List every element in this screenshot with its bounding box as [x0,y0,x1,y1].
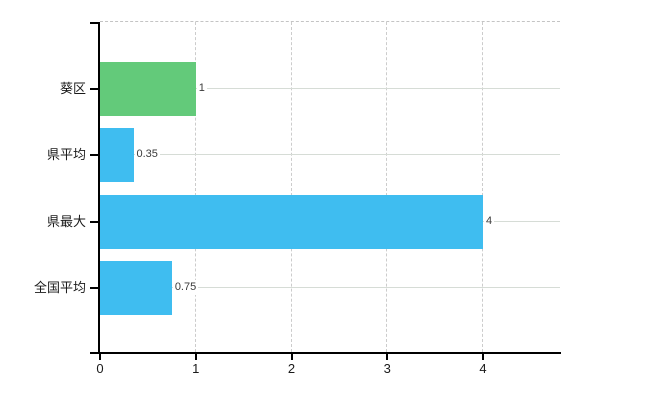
category-label: 県最大 [46,213,86,229]
bar-value-label: 0.75 [172,280,199,295]
y-tick [90,220,98,223]
y-axis [98,22,100,354]
category-gridline [100,87,560,89]
x-tick [482,354,484,360]
bar [100,261,172,315]
bar-value-label: 4 [484,213,495,229]
category-label: 全国平均 [33,280,86,295]
x-tick-label: 3 [383,361,391,376]
vertical-gridline [482,22,483,352]
x-tick-label: 1 [192,361,200,376]
bar [100,61,196,116]
x-tick [386,354,389,360]
y-axis-top-tick [90,22,98,24]
x-tick [194,354,197,360]
y-tick [90,87,98,90]
bar [100,194,483,249]
vertical-gridline [290,22,292,352]
category-gridline [100,287,560,288]
category-gridline [100,154,560,155]
x-tick [290,354,293,360]
x-tick-label: 4 [479,361,487,376]
plot-top-border [100,21,560,22]
bar-value-label: 1 [196,80,207,96]
category-label: 県平均 [46,147,86,162]
vertical-gridline [194,22,196,352]
category-label: 葵区 [59,80,86,96]
x-axis [90,352,561,354]
x-tick-label: 0 [96,361,104,376]
y-tick [90,287,98,289]
y-tick [90,154,98,156]
vertical-gridline [386,22,388,352]
x-tick [99,354,101,360]
bar [100,128,134,182]
x-tick-label: 2 [287,361,296,376]
bar-value-label: 0.35 [134,147,160,162]
